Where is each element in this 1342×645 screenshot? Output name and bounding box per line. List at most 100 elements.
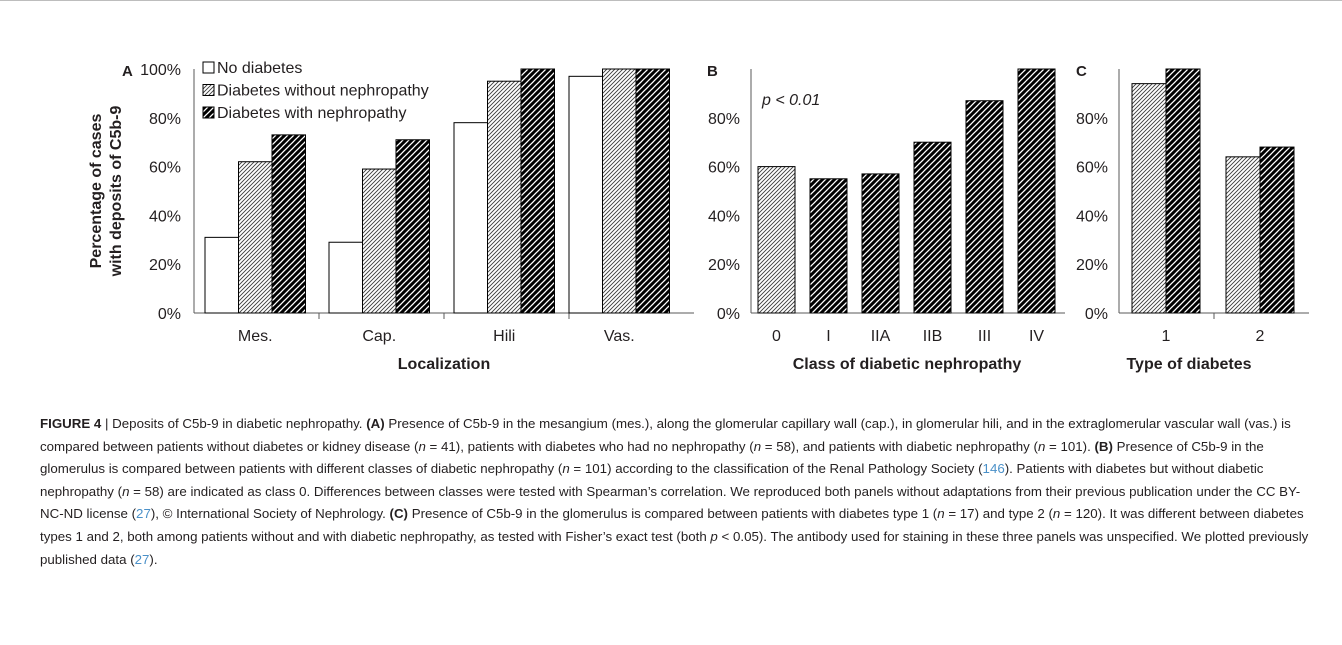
caption-separator: | [101,416,113,431]
caption-italic: p [710,528,718,544]
bar [1017,68,1056,314]
y-axis-title-line: with deposits of C5b-9 [108,106,125,278]
x-axis-title: Type of diabetes [1126,356,1251,373]
caption-text: = 101) according to the classification o… [569,461,983,477]
bar [487,80,522,314]
x-tick-label: Mes. [238,328,273,345]
bar [204,236,239,314]
x-tick-label: Vas. [604,328,635,345]
caption-text: ), © International Society of Nephrology… [150,506,390,522]
y-axis-title: Percentage of cases with deposits of C5b-… [88,106,125,278]
bar [362,168,397,314]
x-axis-title: Localization [398,356,490,373]
figure-label: FIGURE 4 [40,416,102,431]
legend-swatch [202,106,215,119]
y-tick-label: 80% [708,111,740,128]
caption-text: = 120). It was different between diabete… [40,506,1304,544]
caption-panel-ref: (A) [366,416,385,431]
y-tick-label: 0% [158,306,181,323]
y-tick-label: 40% [708,208,740,225]
caption-text: Presence of C5b-9 in the mesangium (mes.… [40,416,1291,454]
y-tick-label: 20% [149,257,181,274]
bar [568,75,603,314]
bar [1165,68,1201,314]
x-tick-label: 0 [772,328,781,345]
bar [328,241,363,314]
bar [1259,146,1295,314]
x-axis-title: Class of diabetic nephropathy [793,356,1022,373]
y-tick-label: 20% [708,257,740,274]
caption-text: Presence of C5b-9 in the glomerulus is c… [40,438,1264,477]
caption-text: = 41), patients with diabetes who had no… [425,438,754,454]
bar [757,166,796,314]
y-tick-label: 80% [149,111,181,128]
bar [520,68,555,314]
legend-swatch [202,84,215,96]
bar [271,134,306,314]
y-tick-label: 0% [717,306,740,323]
caption-citation[interactable]: 146 [982,461,1005,477]
y-tick-label: 0% [1085,306,1108,323]
y-tick-label: 60% [708,160,740,177]
caption-citation[interactable]: 27 [134,551,150,567]
caption-citation[interactable]: 27 [136,506,151,522]
y-tick-label: 20% [1076,257,1108,274]
caption-italic: n [1037,438,1046,454]
caption-body: Deposits of C5b-9 in diabetic nephropath… [40,416,1308,567]
y-tick-label: 40% [149,208,181,225]
legend-label: Diabetes without nephropathy [217,83,429,100]
bar [965,100,1004,314]
bar [395,139,430,314]
caption-italic: n [753,438,762,454]
y-tick-label: 100% [140,62,181,79]
caption-italic: n [562,461,570,477]
figure-caption: FIGURE 4 | Deposits of C5b-9 in diabetic… [40,413,1318,571]
x-tick-label: Hili [493,328,515,345]
caption-text: = 101). [1045,438,1095,454]
y-tick-label: 60% [149,160,181,177]
caption-text: Deposits of C5b-9 in diabetic nephropath… [112,416,367,431]
bar [1225,156,1261,314]
legend-swatch [202,61,215,74]
caption-text: < 0.05). The antibody used for staining … [40,528,1309,567]
y-tick-label: 80% [1076,111,1108,128]
panel-letter: B [707,63,718,80]
caption-italic: n [937,506,945,522]
panel-letter: C [1076,63,1087,80]
caption-text: = 17) and type 2 ( [944,506,1053,522]
bar [238,161,273,314]
x-tick-label: IIA [871,328,891,345]
bar [809,178,848,314]
legend-label: Diabetes with nephropathy [217,105,406,122]
caption-panel-ref: (C) [389,506,408,522]
y-tick-label: 60% [1076,160,1108,177]
caption-panel-ref: (B) [1094,438,1113,454]
annotation-p-value: p < 0.01 [761,92,820,109]
caption-italic: n [1052,506,1061,522]
caption-text: = 58) are indicated as class 0. Differen… [40,483,1301,522]
x-tick-label: IV [1029,328,1044,345]
bar [861,173,900,314]
bar [602,68,637,314]
caption-text: = 58), and patients with diabetic nephro… [761,438,1038,454]
caption-text: ). Patients with diabetes but without di… [40,461,1264,499]
caption-text: ). [149,551,158,567]
x-tick-label: 2 [1256,328,1265,345]
bar [1131,83,1167,314]
bar [635,68,670,314]
x-tick-label: III [978,328,991,345]
x-tick-label: IIB [923,328,943,345]
legend-label: No diabetes [217,60,302,77]
x-tick-label: Cap. [362,328,396,345]
panel-letter: A [122,63,133,80]
bar [453,122,488,314]
y-axis-title-line: Percentage of cases [88,114,105,269]
caption-italic: n [122,483,130,499]
caption-text: Presence of C5b-9 in the glomerulus is c… [408,506,938,522]
x-tick-label: I [826,328,830,345]
bar [913,141,952,314]
y-tick-label: 40% [1076,208,1108,225]
